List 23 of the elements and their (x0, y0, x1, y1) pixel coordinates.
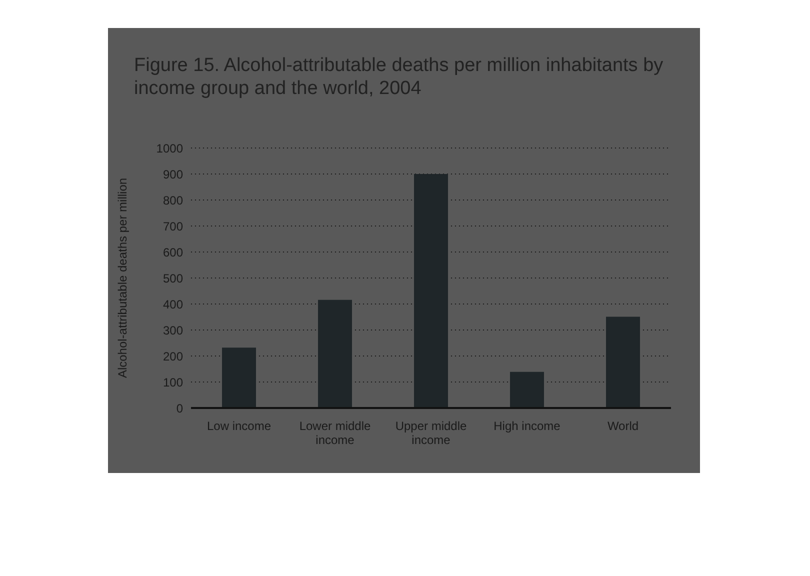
x-tick-label: Upper middle income (395, 419, 468, 447)
y-tick-label: 0 (176, 401, 184, 416)
y-tick-label: 100 (162, 375, 184, 390)
x-tick-label: Lower middle income (299, 419, 372, 447)
x-tick-label: World (607, 419, 639, 433)
y-axis-title: Alcohol-attributable deaths per million (115, 178, 130, 378)
bar (318, 300, 352, 408)
x-tick-label: Low income (206, 419, 272, 433)
bar (606, 316, 640, 408)
bar (222, 348, 256, 408)
y-tick-label: 800 (162, 193, 184, 208)
y-tick-label: 700 (162, 219, 184, 234)
y-tick-label: 300 (162, 323, 184, 338)
bar (510, 372, 544, 408)
bar (414, 174, 448, 408)
y-tick-label: 400 (162, 297, 184, 312)
y-tick-label: 600 (162, 245, 184, 260)
y-tick-label: 200 (162, 349, 184, 364)
y-tick-label: 500 (162, 271, 184, 286)
y-tick-label: 1000 (156, 141, 184, 156)
y-tick-label: 900 (162, 167, 184, 182)
x-tick-label: High income (494, 419, 561, 433)
chart-title: Figure 15. Alcohol-attributable deaths per million inhabitants by income group and the world, 2004 (134, 54, 664, 100)
